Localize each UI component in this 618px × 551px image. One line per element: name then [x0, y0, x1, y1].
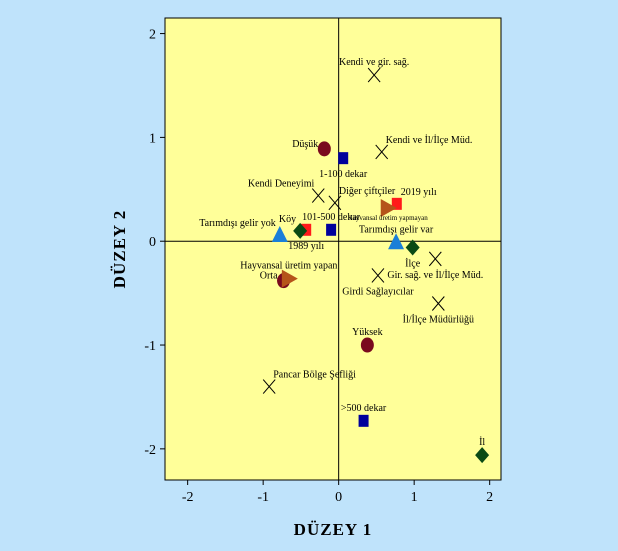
point-label: 2019 yılı — [401, 187, 437, 198]
x-tick-label: -1 — [257, 490, 269, 505]
y-axis: -2 -1 0 1 2 — [144, 28, 165, 458]
cross-marker — [375, 144, 389, 160]
point-label: 101-500 dekar — [302, 212, 361, 223]
y-tick-label: -1 — [144, 339, 156, 354]
point-label: Girdi Sağlayıcılar — [342, 286, 414, 297]
y-axis-title: DÜZEY 2 — [110, 210, 129, 289]
cross-marker — [311, 188, 325, 203]
point-label: 1989 yılı — [288, 241, 324, 252]
data-labels: Kendi ve gir. sağ. Kendi ve İl/İlçe Müd. K… — [199, 57, 485, 448]
point-label: >500 dekar — [341, 403, 387, 414]
y-tick-label: 0 — [149, 235, 156, 250]
triangle-marker — [388, 233, 405, 250]
point-label: Kendi ve İl/İlçe Müd. — [386, 134, 473, 146]
point-label: Düşük — [292, 139, 318, 150]
cross-marker — [431, 296, 445, 311]
y-tick-label: 2 — [149, 28, 156, 43]
cross-marker — [328, 195, 342, 211]
square-marker — [358, 414, 369, 427]
point-label: Diğer çiftçiler — [339, 186, 396, 197]
point-label: Pancar Bölge Şefliği — [273, 370, 356, 381]
y-tick-label: -2 — [144, 443, 156, 458]
triangle-right-marker — [380, 198, 397, 217]
triangle-right-marker — [281, 269, 298, 288]
diamond-marker — [293, 222, 308, 239]
point-label: Tarımdışı gelir yok — [199, 218, 276, 229]
x-tick-label: 1 — [411, 490, 418, 505]
point-label: İlçe — [405, 257, 421, 269]
diamond-marker — [475, 447, 490, 464]
triangle-marker — [271, 225, 288, 242]
plot-area — [164, 17, 502, 481]
x-axis-title: DÜZEY 1 — [294, 520, 373, 539]
point-label: Köy — [279, 214, 296, 225]
point-label: Kendi Deneyimi — [248, 179, 315, 190]
point-label: Gir. sağ. ve İl/İlçe Müd. — [387, 269, 483, 281]
x-tick-label: 0 — [335, 490, 342, 505]
cross-marker — [262, 379, 276, 394]
square-marker — [391, 197, 402, 210]
point-label: Hayvansal üretim yapan — [240, 261, 337, 272]
square-marker — [338, 152, 349, 165]
reference-lines — [165, 18, 501, 480]
cross-marker — [367, 67, 381, 83]
point-label: İl/İlçe Müdürlüğü — [403, 314, 474, 326]
circle-marker — [360, 337, 374, 353]
square-marker — [326, 223, 337, 236]
y-tick-label: 1 — [149, 131, 156, 146]
data-points — [262, 67, 490, 464]
x-axis: -2 -1 0 1 2 — [182, 480, 493, 505]
point-label: Hayvansal üretim yapmayan — [348, 214, 429, 222]
cross-marker — [428, 251, 442, 267]
x-tick-label: 2 — [486, 490, 493, 505]
x-tick-label: -2 — [182, 490, 194, 505]
cross-marker — [371, 268, 385, 283]
point-label: Orta — [260, 271, 278, 282]
point-label: Tarımdışı gelir var — [359, 224, 434, 235]
point-label: Kendi ve gir. sağ. — [339, 57, 409, 68]
point-label: 1-100 dekar — [319, 169, 368, 180]
circle-marker — [317, 141, 331, 157]
point-label: İl — [479, 436, 485, 448]
diamond-marker — [405, 239, 420, 256]
point-label: Yüksek — [352, 327, 383, 338]
